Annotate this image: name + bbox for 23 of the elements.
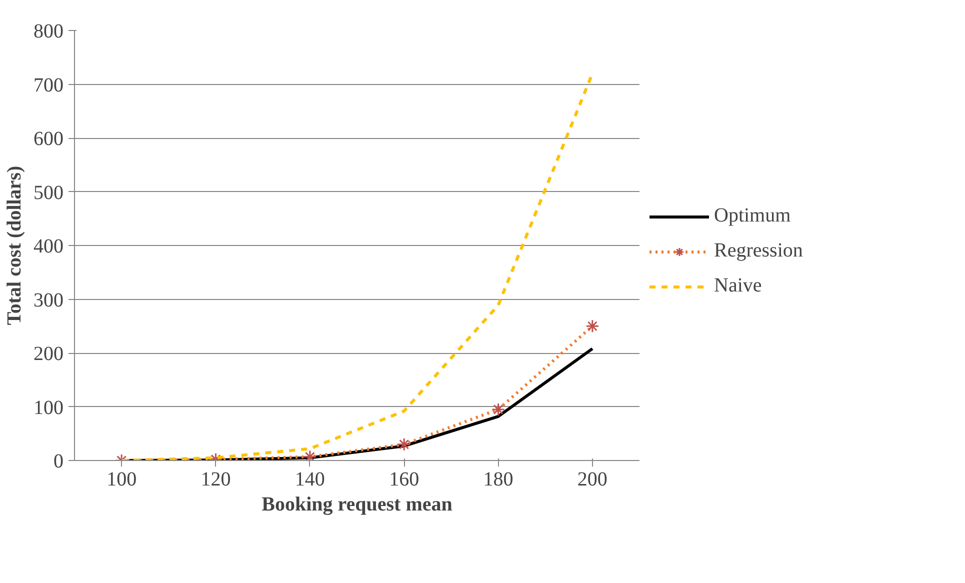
y-tick-label: 600 (34, 128, 64, 150)
x-tick-label: 180 (483, 468, 514, 490)
x-tick-label: 160 (389, 468, 420, 490)
x-tick-label: 200 (577, 468, 608, 490)
y-axis-title: Total cost (dollars) (4, 166, 26, 326)
x-tick-label: 100 (106, 468, 137, 490)
y-tick-label: 300 (34, 289, 64, 312)
point (492, 402, 505, 416)
y-tick-label: 700 (34, 74, 64, 96)
x-axis-title: Booking request mean (262, 494, 452, 516)
y-tick-label: 100 (34, 396, 64, 419)
point (586, 319, 600, 333)
y-tick-label: 0 (54, 450, 64, 472)
x-tick-label: 120 (200, 468, 231, 490)
legend-label: Regression (714, 240, 803, 262)
x-tick-label: 140 (294, 468, 325, 490)
legend-label: Naive (714, 274, 762, 298)
point (397, 438, 411, 452)
y-tick-label: 500 (34, 182, 64, 204)
y-tick-label: 200 (34, 343, 64, 365)
y-tick-label: 800 (34, 20, 64, 42)
legend-label: Optimum (714, 204, 791, 228)
y-tick-label: 400 (34, 236, 64, 258)
